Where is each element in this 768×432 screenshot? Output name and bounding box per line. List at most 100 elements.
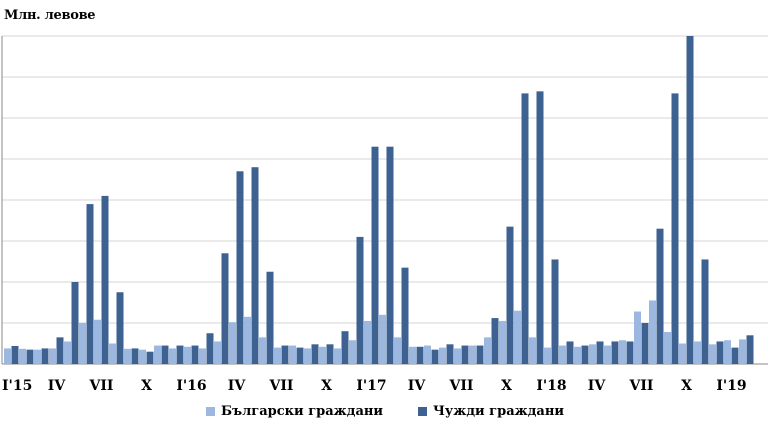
legend-swatch-foreign — [418, 407, 427, 416]
bar-bulgarian — [319, 346, 326, 364]
bar-bulgarian — [574, 346, 581, 364]
bar-foreign — [116, 292, 124, 364]
bar-bulgarian — [679, 343, 686, 364]
x-tick-label: VII — [89, 378, 114, 394]
bar-foreign — [521, 93, 529, 365]
bar-bulgarian — [634, 311, 641, 364]
bar-foreign — [86, 204, 94, 364]
bar-bulgarian — [64, 341, 71, 364]
bar-foreign — [281, 345, 289, 364]
bar-foreign — [251, 167, 259, 364]
bar-foreign — [716, 341, 724, 364]
bar-foreign — [566, 341, 574, 364]
bar-bulgarian — [304, 348, 311, 364]
bar-bulgarian — [469, 345, 476, 364]
bar-foreign — [581, 345, 589, 364]
bar-bulgarian — [559, 345, 566, 364]
bar-foreign — [326, 344, 334, 364]
bar-foreign — [311, 344, 319, 364]
bar-foreign — [656, 228, 664, 364]
bar-bulgarian — [169, 348, 176, 364]
bar-bulgarian — [4, 348, 11, 364]
bar-foreign — [401, 267, 409, 364]
bar-foreign — [731, 347, 739, 364]
bar-bulgarian — [619, 340, 626, 364]
bar-foreign — [356, 236, 364, 364]
bar-foreign — [416, 346, 424, 364]
bar-bulgarian — [244, 316, 251, 364]
x-tick-label: VII — [269, 378, 294, 394]
x-tick-label: I'19 — [716, 378, 746, 394]
chart-canvas: I'15 IV VII X I'16 IV VII X I'17 IV VII X I'18 IV VII X… — [1, 35, 768, 394]
bar-foreign — [446, 344, 454, 364]
bar-foreign — [686, 36, 694, 364]
bar-bulgarian — [49, 348, 56, 364]
bar-foreign — [626, 341, 634, 364]
bar-bulgarian — [394, 337, 401, 364]
x-tick-labels: I'15 IV VII X I'16 IV VII X I'17 IV VII X I'18 IV VII X… — [2, 378, 768, 394]
bar-bulgarian — [349, 340, 356, 364]
bar-foreign — [596, 341, 604, 364]
x-tick-label: I'18 — [536, 378, 566, 394]
bar-foreign — [296, 347, 304, 364]
x-tick-label: IV — [48, 378, 67, 394]
bar-foreign — [341, 331, 349, 364]
bar-bulgarian — [439, 347, 446, 364]
y-axis-label: Млн. левове — [4, 8, 96, 23]
bar-foreign — [176, 345, 184, 364]
bar-foreign — [131, 348, 139, 364]
bar-foreign — [236, 171, 244, 364]
bar-bulgarian — [379, 314, 386, 364]
bar-bulgarian — [364, 320, 371, 364]
x-tick-label: IV — [588, 378, 607, 394]
bar-foreign — [26, 349, 34, 364]
bar-foreign — [146, 351, 154, 364]
bar-bulgarian — [424, 345, 431, 364]
bar-bulgarian — [184, 346, 191, 364]
bar-bulgarian — [649, 300, 656, 364]
bar-foreign — [491, 318, 499, 364]
bar-bulgarian — [229, 322, 236, 364]
bar-bulgarian — [289, 345, 296, 364]
bar-bulgarian — [409, 346, 416, 364]
bar-foreign — [701, 259, 709, 364]
bar-bulgarian — [544, 347, 551, 364]
bar-foreign — [56, 337, 64, 364]
bar-bulgarian — [499, 320, 506, 364]
legend-swatch-bulgarian — [206, 407, 215, 416]
bar-foreign — [206, 333, 214, 364]
x-tick-label: X — [321, 378, 332, 394]
legend-item-bulgarian: Български граждани — [206, 404, 383, 419]
bar-bulgarian — [589, 344, 596, 364]
legend: Български граждани Чужди граждани — [0, 404, 768, 428]
x-tick-label: X — [681, 378, 692, 394]
legend-label-foreign: Чужди граждани — [433, 404, 565, 419]
bar-bulgarian — [484, 337, 491, 364]
bar-bulgarian — [274, 347, 281, 364]
bars — [4, 36, 754, 365]
bar-foreign — [551, 259, 559, 364]
bar-bulgarian — [94, 319, 101, 364]
bar-foreign — [386, 146, 394, 364]
bar-foreign — [611, 341, 619, 364]
bar-bulgarian — [139, 349, 146, 364]
bar-foreign — [671, 93, 679, 365]
bar-bulgarian — [454, 348, 461, 364]
bar-bulgarian — [259, 337, 266, 364]
bar-bulgarian — [124, 348, 131, 364]
x-tick-label: I'15 — [2, 378, 32, 394]
bar-bulgarian — [739, 339, 746, 364]
bar-foreign — [371, 146, 379, 364]
bar-foreign — [506, 226, 514, 364]
x-tick-label: IV — [228, 378, 247, 394]
bar-foreign — [641, 323, 649, 364]
bar-bulgarian — [154, 345, 161, 364]
x-tick-label: I'17 — [356, 378, 386, 394]
bar-bulgarian — [694, 341, 701, 364]
bar-foreign — [746, 335, 754, 364]
legend-label-bulgarian: Български граждани — [221, 404, 384, 419]
bar-bulgarian — [79, 323, 86, 364]
bar-bulgarian — [199, 348, 206, 364]
bar-bulgarian — [514, 310, 521, 364]
bar-bulgarian — [214, 341, 221, 364]
